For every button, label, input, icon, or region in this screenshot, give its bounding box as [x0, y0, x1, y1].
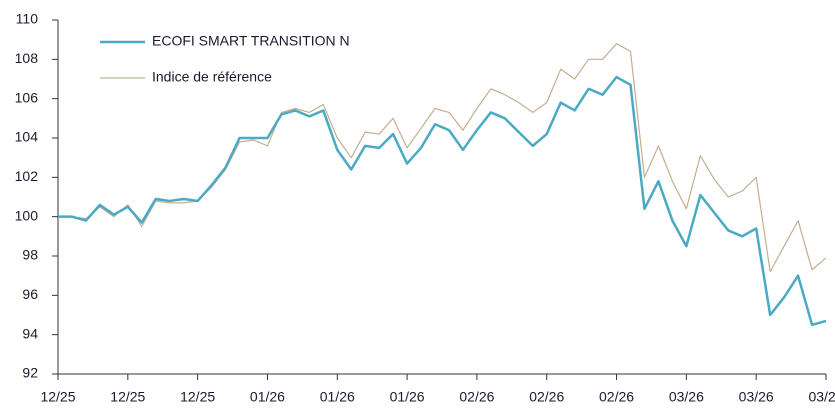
y-tick-label: 98	[22, 247, 38, 263]
x-tick-label: 02/26	[459, 389, 494, 405]
y-tick-label: 96	[22, 286, 38, 302]
x-tick-label: 01/26	[250, 389, 285, 405]
x-tick-label: 12/25	[110, 389, 145, 405]
y-tick-label: 94	[22, 325, 38, 341]
x-tick-label: 12/25	[40, 389, 75, 405]
y-tick-label: 102	[15, 168, 39, 184]
x-tick-label: 03/26	[669, 389, 704, 405]
x-tick-label: 02/26	[599, 389, 634, 405]
x-tick-label: 02/26	[529, 389, 564, 405]
x-tick-label: 12/25	[180, 389, 215, 405]
legend-label: ECOFI SMART TRANSITION N	[152, 33, 350, 49]
x-tick-label: 01/26	[320, 389, 355, 405]
x-tick-label: 01/26	[390, 389, 425, 405]
x-tick-label: 03/26	[808, 389, 835, 405]
series-line	[58, 75, 827, 327]
y-tick-label: 92	[22, 365, 38, 381]
y-tick-label: 104	[15, 129, 39, 145]
series-line	[58, 43, 827, 273]
y-tick-label: 106	[15, 89, 39, 105]
y-tick-label: 108	[15, 50, 39, 66]
x-tick-label: 03/26	[739, 389, 774, 405]
y-tick-label: 100	[15, 207, 39, 223]
legend-label: Indice de référence	[152, 69, 272, 85]
y-tick-label: 110	[16, 11, 39, 27]
